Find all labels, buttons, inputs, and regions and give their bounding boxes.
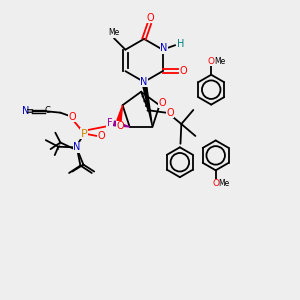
Text: Me: Me [108,28,119,38]
Text: O: O [116,121,124,131]
Polygon shape [142,82,152,127]
Text: O: O [159,98,166,108]
Text: H: H [177,39,184,49]
Text: Me: Me [218,179,230,188]
Text: O: O [212,179,219,188]
Text: O: O [147,13,154,23]
Text: O: O [116,121,124,131]
Text: Me: Me [214,57,225,66]
Text: O: O [68,112,76,122]
Text: ≡: ≡ [26,106,34,116]
Text: N: N [160,43,168,53]
Text: O: O [208,57,215,66]
Text: F: F [107,118,112,128]
Text: /: / [58,144,60,150]
Text: O: O [166,108,174,118]
Text: C: C [45,106,51,116]
Text: P: P [81,129,88,139]
Text: O: O [98,131,105,141]
Polygon shape [114,121,130,127]
Text: O: O [180,66,188,76]
Text: N: N [22,106,30,116]
Polygon shape [117,105,123,121]
Text: N: N [73,142,80,152]
Text: N: N [140,77,148,87]
